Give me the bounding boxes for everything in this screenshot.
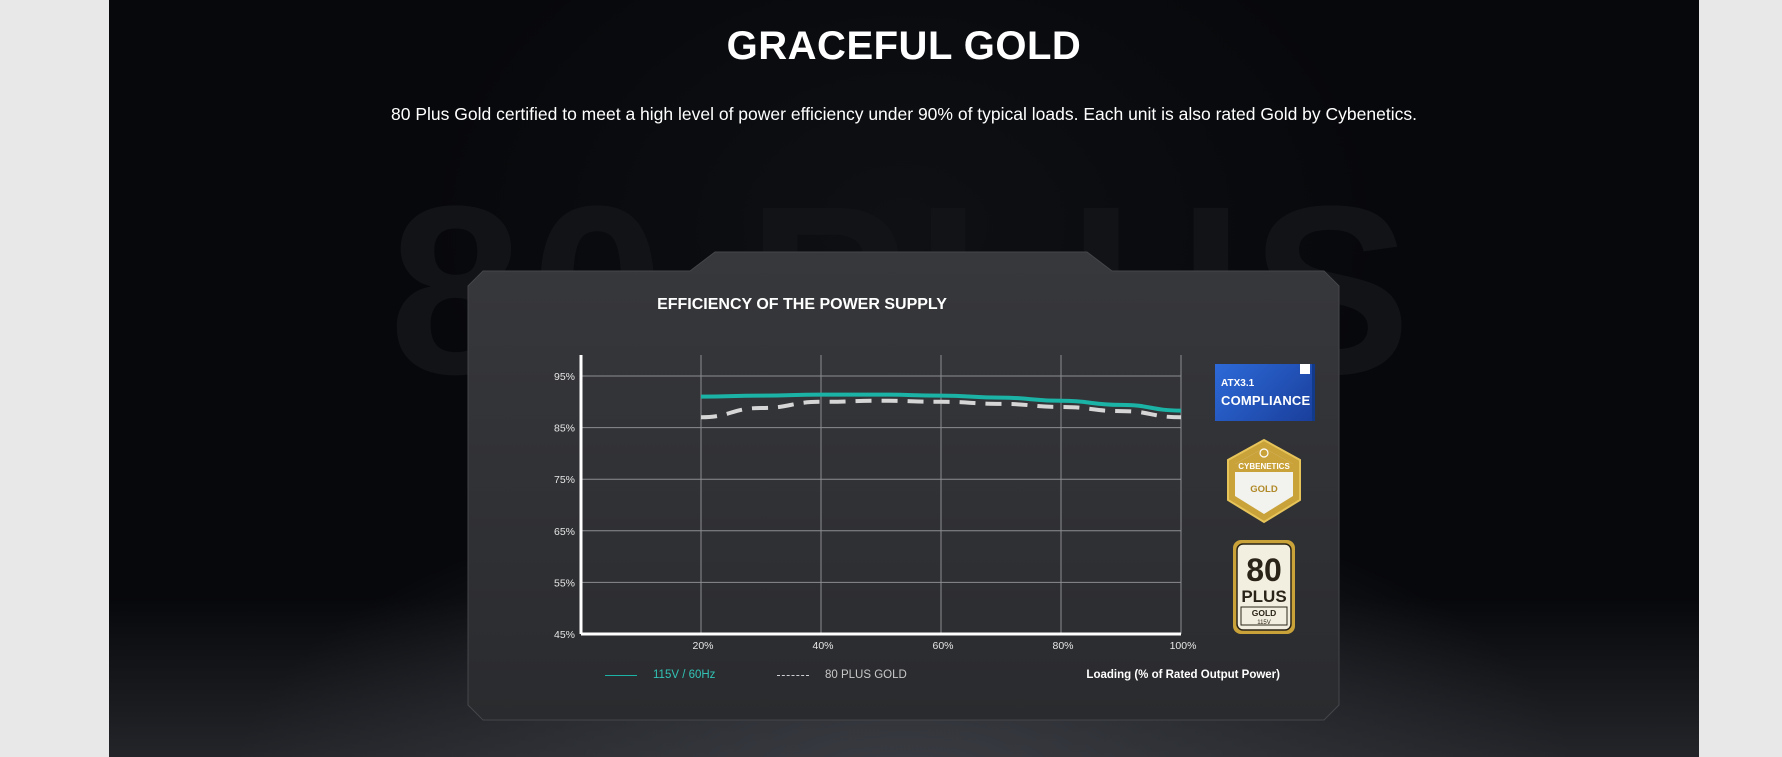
- series-line-115v: [700, 392, 1182, 413]
- y-tick-label: 55%: [554, 577, 575, 589]
- cybenetics-grade-text: GOLD: [1250, 484, 1278, 495]
- x-tick-label: 100%: [1170, 640, 1197, 652]
- legend-solid-line: [605, 674, 637, 676]
- section-description: 80 Plus Gold certified to meet a high le…: [391, 104, 1417, 124]
- panel-shape: [467, 251, 1340, 721]
- 80plus-number: 80: [1246, 552, 1282, 588]
- badge-corner-mark: [1300, 364, 1310, 374]
- legend-item-115v: 115V / 60Hz: [605, 669, 715, 681]
- legend-item-80plus-gold: 80 PLUS GOLD: [777, 669, 907, 681]
- x-tick-label: 80%: [1052, 640, 1073, 652]
- x-tick-label: 20%: [692, 640, 713, 652]
- 80plus-word: PLUS: [1241, 587, 1286, 606]
- 80plus-voltage: 115V: [1257, 620, 1271, 626]
- y-tick-label: 75%: [554, 474, 575, 486]
- x-tick-label: 60%: [932, 640, 953, 652]
- y-tick-label: 95%: [554, 371, 575, 383]
- x-axis-title: Loading (% of Rated Output Power): [1086, 669, 1280, 681]
- series-line-80plus-gold: [700, 398, 1182, 420]
- compliance-label: COMPLIANCE: [1221, 393, 1311, 408]
- cybenetics-gold-badge: CYBENETICS GOLD: [1227, 438, 1301, 524]
- cybenetics-brand-text: CYBENETICS: [1238, 462, 1290, 471]
- atx-compliance-badge: ATX3.1 COMPLIANCE: [1215, 364, 1315, 421]
- x-tick-label: 40%: [812, 640, 833, 652]
- legend-dashed-line: [777, 674, 809, 676]
- y-tick-label: 85%: [554, 423, 575, 435]
- 80plus-gold-badge: 80 PLUS GOLD 115V: [1233, 540, 1295, 634]
- section-headline: GRACEFUL GOLD: [726, 24, 1082, 68]
- legend-label-80plus-gold: 80 PLUS GOLD: [825, 669, 907, 681]
- chart-title: EFFICIENCY OF THE POWER SUPPLY: [657, 296, 947, 313]
- atx-version-label: ATX3.1: [1221, 378, 1255, 389]
- legend-label-115v: 115V / 60Hz: [653, 669, 716, 681]
- 80plus-grade: GOLD: [1252, 608, 1277, 618]
- y-tick-label: 45%: [554, 629, 575, 641]
- y-tick-label: 65%: [554, 526, 575, 538]
